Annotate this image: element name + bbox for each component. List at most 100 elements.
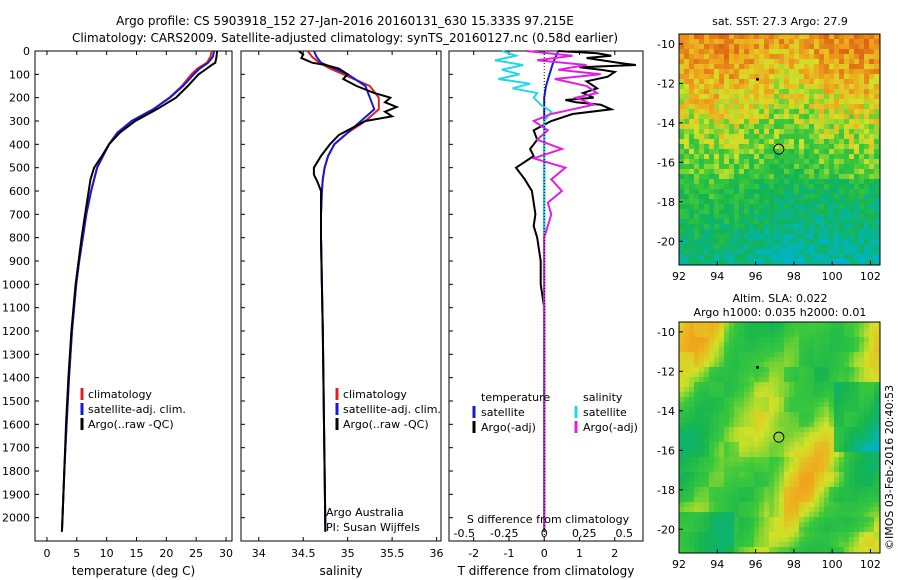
sst-map-cell — [814, 189, 819, 194]
temperature-xtick-label: 20 — [159, 547, 173, 560]
sst-map-cell — [749, 169, 754, 174]
sst-map-cell — [694, 109, 699, 114]
sla-map-cell — [679, 547, 684, 552]
sla-map-cell — [744, 332, 749, 337]
sla-map-cell — [679, 322, 684, 327]
sla-map-cell — [814, 447, 819, 452]
sla-map-cell — [849, 412, 854, 417]
sst-map-cell — [739, 249, 744, 254]
sst-map-cell — [809, 104, 814, 109]
sst-map-cell — [789, 194, 794, 199]
sst-map-cell — [824, 64, 829, 69]
sla-map-cell — [744, 417, 749, 422]
sst-map-cell — [844, 254, 849, 259]
sst-map-cell — [709, 169, 714, 174]
sst-map-cell — [844, 149, 849, 154]
sst-map-cell — [714, 129, 719, 134]
sst-map-cell — [694, 124, 699, 129]
sst-map-cell — [769, 174, 774, 179]
sst-map-cell — [719, 159, 724, 164]
sla-map-cell — [864, 372, 869, 377]
sla-map-cell — [854, 472, 859, 477]
sla-map-cell — [734, 397, 739, 402]
sla-map-cell — [744, 472, 749, 477]
sst-map-cell — [789, 219, 794, 224]
sst-map-cell — [729, 59, 734, 64]
sst-map-cell — [784, 74, 789, 79]
sla-map-cell — [679, 372, 684, 377]
sst-map-cell — [744, 39, 749, 44]
sla-map-cell — [859, 472, 864, 477]
sst-map-cell — [689, 174, 694, 179]
sla-map-cell — [679, 482, 684, 487]
sla-map-cell — [714, 452, 719, 457]
sla-map-cell — [739, 442, 744, 447]
sla-map-cell — [799, 527, 804, 532]
sla-map-cell — [874, 342, 879, 347]
sla-map-cell — [744, 452, 749, 457]
sla-map-cell — [689, 477, 694, 482]
sst-map-cell — [869, 179, 874, 184]
sla-map-cell — [839, 537, 844, 542]
sst-map-cell — [724, 84, 729, 89]
sla-map-cell — [699, 382, 704, 387]
sla-map-cell — [824, 447, 829, 452]
sst-map-cell — [839, 229, 844, 234]
sst-map-cell — [774, 49, 779, 54]
sla-map-cell — [844, 442, 849, 447]
sla-map-cell — [874, 487, 879, 492]
sst-map-cell — [864, 179, 869, 184]
sla-map-cell — [769, 397, 774, 402]
sst-map-cell — [764, 174, 769, 179]
sla-map-cell — [764, 447, 769, 452]
sst-map-cell — [684, 184, 689, 189]
sst-map-cell — [679, 134, 684, 139]
sla-map-cell — [714, 507, 719, 512]
sla-map-cell — [744, 527, 749, 532]
sla-map-cell — [794, 387, 799, 392]
sst-map-cell — [839, 144, 844, 149]
sla-map-cell — [849, 517, 854, 522]
sst-map-cell — [709, 114, 714, 119]
sla-map-cell — [814, 522, 819, 527]
sla-map-cell — [689, 517, 694, 522]
sst-map-cell — [759, 229, 764, 234]
sla-map-cell — [849, 457, 854, 462]
sst-map-cell — [769, 204, 774, 209]
sst-map-cell — [719, 59, 724, 64]
sla-map-cell — [774, 327, 779, 332]
sst-map-cell — [874, 84, 879, 89]
sst-map-cell — [789, 184, 794, 189]
sla-map-cell — [864, 502, 869, 507]
sst-map-cell — [764, 79, 769, 84]
sst-map-cell — [764, 194, 769, 199]
sst-map-cell — [814, 109, 819, 114]
sst-map-cell — [774, 64, 779, 69]
sla-map-cell — [709, 462, 714, 467]
sst-map-cell — [834, 69, 839, 74]
sla-map-cell — [849, 352, 854, 357]
sst-map-cell — [834, 254, 839, 259]
sla-map-cell — [784, 322, 789, 327]
sla-map-cell — [744, 432, 749, 437]
sla-map-cell — [794, 537, 799, 542]
sst-map-cell — [814, 74, 819, 79]
sla-map-cell — [749, 532, 754, 537]
sla-map-cell — [744, 457, 749, 462]
sla-map-cell — [764, 332, 769, 337]
sla-map-cell — [734, 347, 739, 352]
sst-map-cell — [759, 169, 764, 174]
sla-map-cell — [814, 337, 819, 342]
sst-map-cell — [814, 104, 819, 109]
sla-map-cell — [724, 357, 729, 362]
sla-map-cell — [679, 542, 684, 547]
sst-map-cell — [739, 189, 744, 194]
sst-map-cell — [859, 149, 864, 154]
sst-map-cell — [809, 174, 814, 179]
sla-map-cell — [754, 392, 759, 397]
sst-map-cell — [794, 69, 799, 74]
sst-map-cell — [794, 199, 799, 204]
sst-map-cell — [684, 124, 689, 129]
sla-map-cell — [734, 422, 739, 427]
figure-title-line2: Climatology: CARS2009. Satellite-adjuste… — [72, 31, 618, 45]
